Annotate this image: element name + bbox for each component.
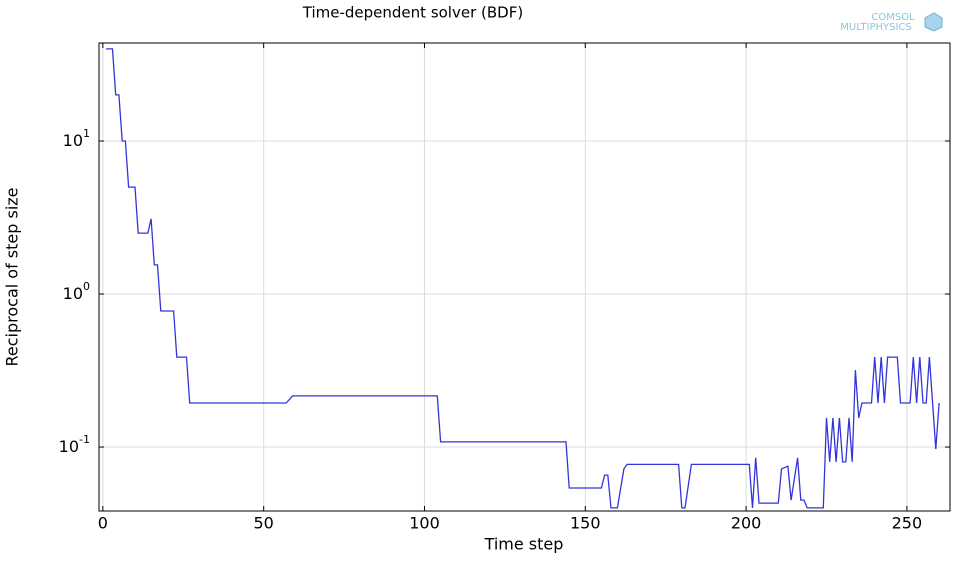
x-tick-label: 250 xyxy=(892,514,923,533)
data-line xyxy=(106,48,940,509)
tick-exponent: 0 xyxy=(83,280,90,293)
tick-exponent: 1 xyxy=(83,127,90,140)
y-tick-label: 10-1 xyxy=(59,433,90,456)
plot-frame xyxy=(98,42,951,512)
logo-line: MULTIPHYSICS xyxy=(840,22,911,33)
x-tick-label: 150 xyxy=(570,514,601,533)
x-tick-label: 200 xyxy=(731,514,762,533)
x-tick-label: 100 xyxy=(409,514,440,533)
tick-base: 10 xyxy=(63,284,83,303)
tick-exponent: -1 xyxy=(79,433,90,446)
logo-icon xyxy=(924,12,943,32)
x-tick-label: 50 xyxy=(253,514,273,533)
y-tick-label: 100 xyxy=(63,280,90,303)
y-tick-label: 101 xyxy=(63,127,90,150)
y-axis-label: Reciprocal of step size xyxy=(3,187,22,366)
logo-line: COMSOL xyxy=(871,12,915,23)
tick-base: 10 xyxy=(63,131,83,150)
x-axis-label: Time step xyxy=(484,535,564,554)
tick-base: 10 xyxy=(59,437,79,456)
x-tick-label: 0 xyxy=(98,514,108,533)
chart-title: Time-dependent solver (BDF) xyxy=(302,4,523,22)
